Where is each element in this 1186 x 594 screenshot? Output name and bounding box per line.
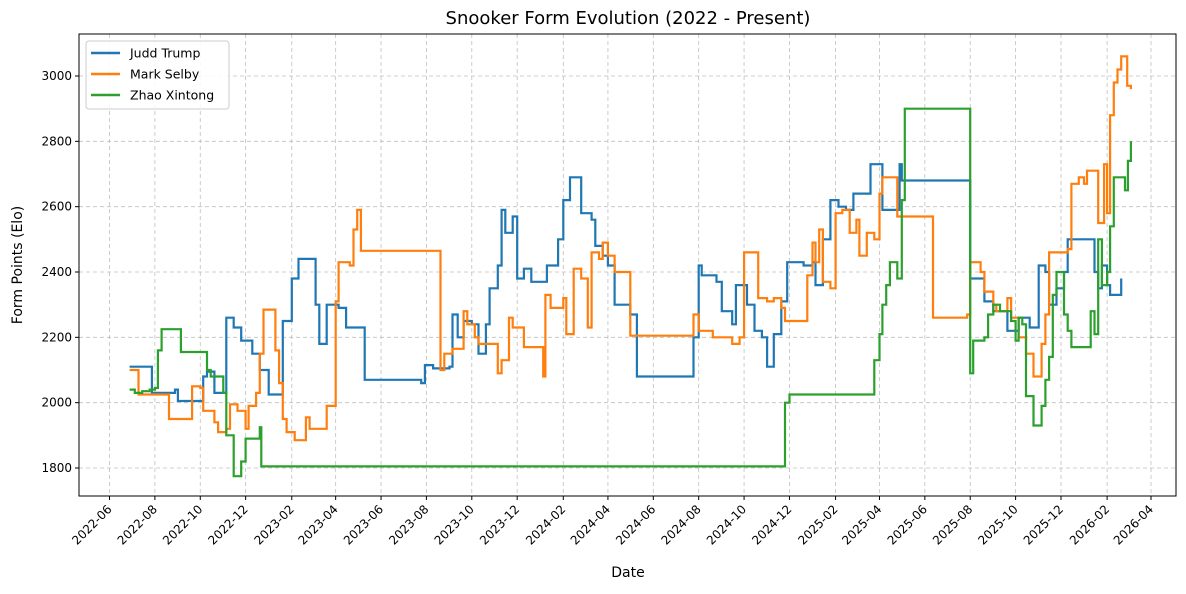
x-tick-label: 2024-08 xyxy=(658,502,703,547)
y-tick-label: 2400 xyxy=(41,265,72,279)
x-tick-label: 2022-10 xyxy=(160,502,205,547)
x-tick-label: 2024-06 xyxy=(613,502,658,547)
y-tick-label: 2600 xyxy=(41,200,72,214)
chart-title: Snooker Form Evolution (2022 - Present) xyxy=(446,8,811,29)
x-tick-label: 2024-02 xyxy=(523,502,568,547)
series-line-zhao-xintong xyxy=(129,107,1132,478)
y-tick-label: 3000 xyxy=(41,69,72,83)
x-tick-label: 2026-04 xyxy=(1111,502,1156,547)
x-tick-label: 2023-06 xyxy=(341,502,386,547)
x-tick-label: 2022-08 xyxy=(115,502,160,547)
x-tick-label: 2023-02 xyxy=(252,502,297,547)
legend-label: Judd Trump xyxy=(129,46,200,61)
plot-frame xyxy=(78,33,1177,497)
x-axis-label: Date xyxy=(611,565,644,581)
x-tick-label: 2023-04 xyxy=(295,502,340,547)
x-tick-label: 2024-10 xyxy=(704,502,749,547)
x-tick-label: 2024-12 xyxy=(749,502,794,547)
x-tick-label: 2025-08 xyxy=(930,502,975,547)
series-line-mark-selby xyxy=(129,55,1132,442)
x-tick-label: 2025-10 xyxy=(975,502,1020,547)
x-tick-label: 2022-12 xyxy=(205,502,250,547)
series-lines xyxy=(129,55,1132,478)
legend: Judd Trump Mark Selby Zhao Xintong xyxy=(85,40,230,110)
legend-box xyxy=(85,40,230,110)
x-tick-label: 2026-02 xyxy=(1067,502,1112,547)
legend-label: Mark Selby xyxy=(130,67,200,82)
x-axis-ticks: 2022-06 2022-08 2022-10 2022-12 2023-022023-… xyxy=(69,496,1156,548)
x-tick-label: 2025-02 xyxy=(795,502,840,547)
x-tick-label: 2023-08 xyxy=(386,502,431,547)
legend-label: Zhao Xintong xyxy=(130,88,214,103)
y-axis-ticks: 1800 2000 2200 2400 2600 2800 3000 xyxy=(41,69,79,475)
gridlines xyxy=(79,34,1176,496)
y-tick-label: 2000 xyxy=(41,396,72,410)
x-tick-label: 2025-06 xyxy=(885,502,930,547)
y-tick-label: 2800 xyxy=(41,134,72,148)
x-tick-label: 2022-06 xyxy=(69,502,114,547)
y-tick-label: 2200 xyxy=(41,330,72,344)
x-tick-label: 2023-12 xyxy=(477,502,522,547)
x-tick-label: 2023-10 xyxy=(432,502,477,547)
x-tick-label: 2024-04 xyxy=(568,502,613,547)
x-tick-label: 2025-04 xyxy=(839,502,884,547)
y-axis-label: Form Points (Elo) xyxy=(10,206,26,324)
x-tick-label: 2025-12 xyxy=(1021,502,1066,547)
legend-items: Judd Trump Mark Selby Zhao Xintong xyxy=(91,46,214,103)
y-tick-label: 1800 xyxy=(41,461,72,475)
